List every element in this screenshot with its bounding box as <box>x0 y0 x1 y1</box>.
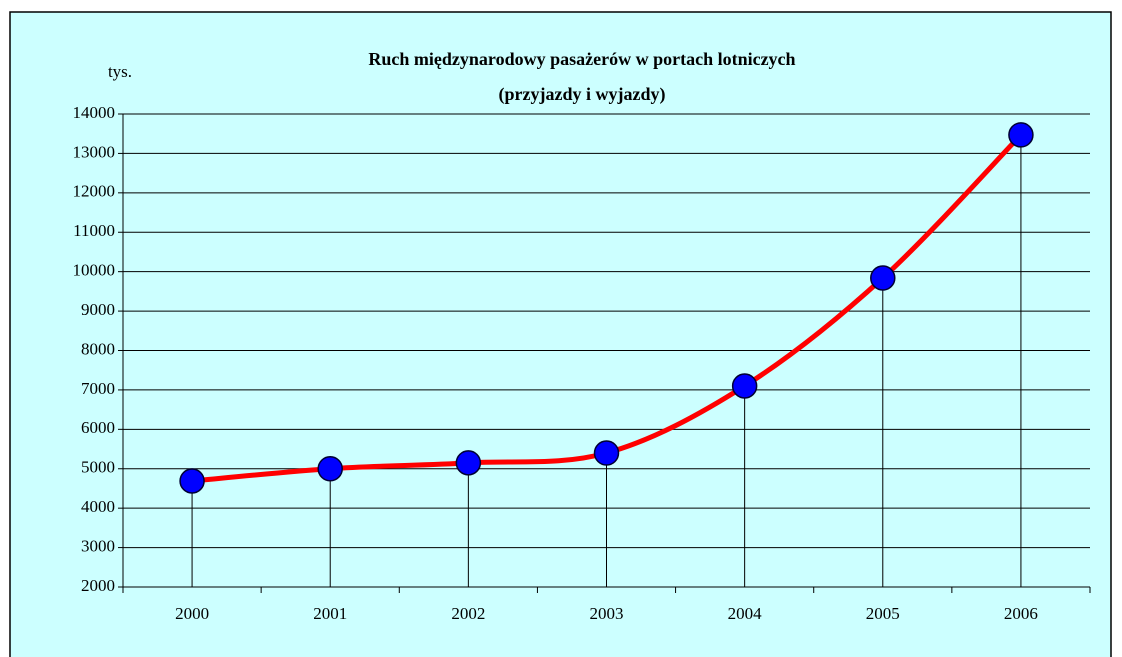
y-tick-label: 7000 <box>81 379 115 398</box>
y-tick-label: 4000 <box>81 497 115 516</box>
y-tick-label: 8000 <box>81 339 115 358</box>
marker <box>455 450 482 476</box>
marker <box>317 456 343 482</box>
x-tick-label: 2005 <box>866 604 900 623</box>
y-axis-label: tys. <box>108 62 132 81</box>
y-tick-label: 9000 <box>81 300 115 319</box>
x-tick-label: 2000 <box>175 604 209 623</box>
x-tick-label: 2003 <box>590 604 624 623</box>
marker <box>1008 122 1034 148</box>
y-tick-label: 12000 <box>73 182 116 201</box>
y-tick-label: 5000 <box>81 458 115 477</box>
marker <box>179 468 205 494</box>
x-tick-label: 2004 <box>728 604 763 623</box>
chart-title: Ruch międzynarodowy pasażerów w portach … <box>368 49 795 69</box>
y-tick-label: 14000 <box>73 103 116 122</box>
marker <box>731 373 758 399</box>
y-tick-label: 13000 <box>73 142 116 161</box>
x-tick-label: 2002 <box>451 604 485 623</box>
y-tick-label: 3000 <box>81 536 115 555</box>
chart-subtitle: (przyjazdy i wyjazdy) <box>499 84 666 105</box>
y-tick-label: 11000 <box>73 221 115 240</box>
x-tick-label: 2006 <box>1004 604 1038 623</box>
marker <box>870 265 896 291</box>
x-tick-label: 2001 <box>313 604 347 623</box>
y-tick-label: 10000 <box>73 261 116 280</box>
marker <box>593 440 620 466</box>
y-tick-label: 2000 <box>81 576 115 595</box>
y-tick-label: 6000 <box>81 418 115 437</box>
chart-frame <box>9 11 1112 657</box>
